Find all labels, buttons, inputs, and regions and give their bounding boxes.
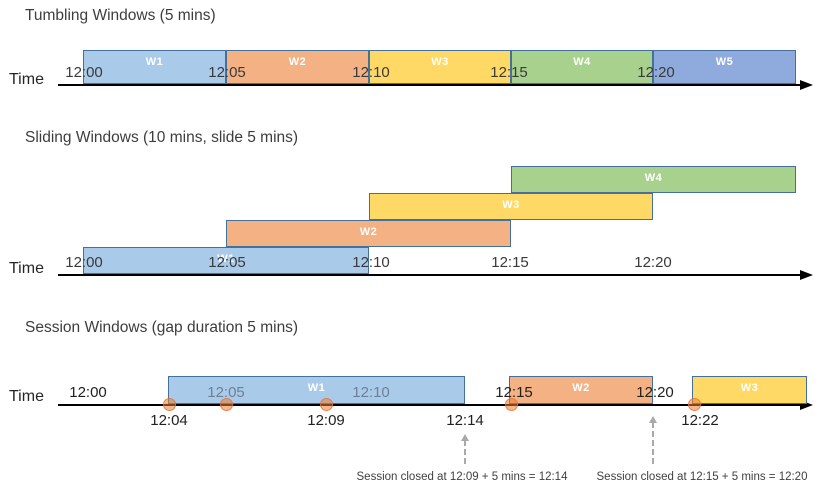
event-dot bbox=[687, 398, 701, 411]
axis-time-label: 12:20 bbox=[637, 64, 675, 81]
window-label: W3 bbox=[740, 382, 759, 394]
window-label: W2 bbox=[359, 226, 378, 238]
window-label: W1 bbox=[217, 253, 235, 265]
window-box-w1: W1 bbox=[168, 376, 465, 404]
time-axis-arrowhead-icon bbox=[800, 270, 813, 280]
event-dot bbox=[219, 398, 233, 411]
time-axis-arrowhead-icon bbox=[800, 80, 813, 90]
window-box-w5: W5 bbox=[653, 50, 796, 84]
time-axis bbox=[58, 274, 800, 276]
window-box-w1: W1 bbox=[83, 247, 369, 274]
window-box-w2: W2 bbox=[509, 376, 653, 404]
window-box-w3: W3 bbox=[369, 50, 511, 84]
window-label: W2 bbox=[572, 382, 590, 394]
axis-time-label: 12:15 bbox=[495, 384, 533, 401]
window-label: W1 bbox=[307, 382, 326, 394]
window-label: W5 bbox=[715, 56, 734, 68]
time-axis-caption: Time bbox=[9, 388, 44, 405]
time-axis bbox=[58, 84, 800, 86]
window-label: W4 bbox=[644, 172, 663, 184]
axis-time-label: 12:05 bbox=[208, 254, 246, 271]
dashed-arrow-up-icon bbox=[649, 416, 657, 423]
window-label: W1 bbox=[145, 56, 164, 68]
window-box-w1: W1 bbox=[83, 50, 226, 84]
tumbling-windows-title: Tumbling Windows (5 mins) bbox=[25, 7, 216, 24]
axis-time-label: 12:00 bbox=[65, 254, 103, 271]
window-box-w2: W2 bbox=[226, 50, 369, 84]
sliding-windows-title: Sliding Windows (10 mins, slide 5 mins) bbox=[25, 129, 299, 146]
window-label: W3 bbox=[431, 56, 449, 68]
axis-time-label: 12:20 bbox=[634, 254, 672, 271]
window-box-w3: W3 bbox=[369, 193, 653, 220]
axis-time-label: 12:15 bbox=[491, 254, 529, 271]
window-box-w4: W4 bbox=[511, 166, 796, 193]
time-axis bbox=[58, 404, 800, 406]
dashed-arrow-up-icon bbox=[461, 434, 469, 441]
axis-time-label: 12:10 bbox=[352, 384, 390, 401]
axis-time-label: 12:05 bbox=[208, 64, 246, 81]
axis-time-label: 12:00 bbox=[65, 64, 103, 81]
event-dot bbox=[162, 398, 176, 411]
event-time-label: 12:09 bbox=[307, 412, 345, 429]
event-dot bbox=[319, 398, 333, 411]
window-label: W2 bbox=[288, 56, 307, 68]
window-box-w4: W4 bbox=[511, 50, 653, 84]
dashed-arrow-line bbox=[464, 440, 466, 464]
axis-time-label: 12:20 bbox=[636, 384, 674, 401]
event-time-label: 12:14 bbox=[446, 412, 484, 429]
axis-time-label: 12:00 bbox=[69, 384, 107, 401]
window-box-w2: W2 bbox=[226, 220, 511, 247]
time-axis-caption: Time bbox=[9, 260, 44, 277]
event-time-label: 12:22 bbox=[681, 412, 719, 429]
session-windows-title: Session Windows (gap duration 5 mins) bbox=[25, 319, 299, 336]
time-axis-caption: Time bbox=[9, 71, 44, 88]
axis-time-label: 12:10 bbox=[352, 64, 390, 81]
dashed-arrow-line bbox=[652, 422, 654, 464]
axis-time-label: 12:05 bbox=[207, 384, 245, 401]
axis-time-label: 12:15 bbox=[490, 64, 528, 81]
time-axis-arrowhead-icon bbox=[800, 400, 813, 410]
window-label: W3 bbox=[502, 199, 520, 211]
window-box-w3: W3 bbox=[692, 376, 807, 404]
window-label: W4 bbox=[573, 56, 591, 68]
session-closed-annotation: Session closed at 12:09 + 5 mins = 12:14 bbox=[356, 471, 568, 483]
event-dot bbox=[504, 398, 518, 411]
axis-time-label: 12:10 bbox=[352, 254, 390, 271]
session-closed-annotation: Session closed at 12:15 + 5 mins = 12:20 bbox=[596, 471, 808, 483]
event-time-label: 12:04 bbox=[150, 412, 188, 429]
